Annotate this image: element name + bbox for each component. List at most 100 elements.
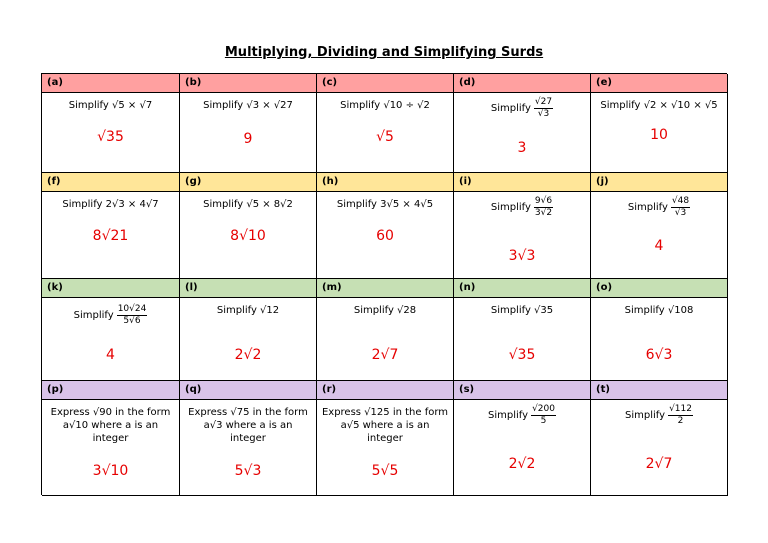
- question-text: Simplify √35: [490, 305, 554, 316]
- cell-label: (d): [454, 74, 591, 93]
- question-line: integer: [367, 433, 403, 444]
- fraction: √27 √3: [533, 97, 554, 120]
- question-text: Simplify √3 × √27: [203, 100, 293, 111]
- question-text: Simplify √108: [624, 305, 694, 316]
- question-cell: Simplify √5 × √7 √35: [42, 93, 180, 173]
- fraction: √48 √3: [670, 196, 691, 219]
- question-line: a√3 where a is an: [203, 420, 293, 431]
- answer-text: 8√21: [92, 228, 129, 244]
- cell-label: (r): [317, 381, 454, 400]
- question-prefix: Simplify: [627, 202, 668, 213]
- answer-text: 2√7: [645, 456, 673, 472]
- question-prefix: Simplify: [625, 410, 666, 421]
- cell-label: (j): [591, 173, 728, 192]
- question-prefix: Simplify: [73, 310, 114, 321]
- question-line: integer: [230, 433, 266, 444]
- answer-text: √35: [97, 129, 124, 145]
- answer-text: √5: [376, 129, 394, 145]
- question-text: Simplify √27 √3: [454, 97, 590, 120]
- question-cell: Simplify √200 5 2√2: [454, 400, 591, 496]
- answer-text: 4: [106, 347, 115, 363]
- question-cell: Simplify √2 × √10 × √5 10: [591, 93, 728, 173]
- question-text: Simplify 9√6 3√2: [454, 196, 590, 219]
- question-prefix: Simplify: [488, 410, 529, 421]
- question-cell: Simplify 9√6 3√2 3√3: [454, 192, 591, 279]
- question-text: Simplify √48 √3: [591, 196, 727, 219]
- question-text: Simplify √112 2: [591, 404, 727, 427]
- answer-text: 3√3: [508, 248, 536, 264]
- question-cell: Simplify √27 √3 3: [454, 93, 591, 173]
- question-text: Simplify √5 × √7: [68, 100, 153, 111]
- question-text: Simplify 10√24 5√6: [42, 304, 179, 327]
- answer-text: 3√10: [92, 463, 129, 479]
- answer-text: 4: [654, 238, 664, 254]
- question-cell: Express √125 in the form a√5 where a is a…: [317, 400, 454, 496]
- cell-label: (h): [317, 173, 454, 192]
- cell-label: (m): [317, 279, 454, 298]
- question-line: Express √125 in the form: [321, 407, 449, 418]
- fraction-numerator: 10√24: [116, 304, 148, 316]
- question-line: Express √75 in the form: [188, 407, 308, 418]
- question-text: Simplify √28: [353, 305, 417, 316]
- question-cell: Simplify √3 × √27 9: [180, 93, 317, 173]
- question-cell: Express √75 in the form a√3 where a is an…: [180, 400, 317, 496]
- question-text: Simplify √200 5: [454, 404, 590, 427]
- cell-label: (l): [180, 279, 317, 298]
- cell-label: (s): [454, 381, 591, 400]
- answer-text: 9: [243, 131, 253, 147]
- question-cell: Simplify √112 2 2√7: [591, 400, 728, 496]
- fraction-denominator: 3√2: [534, 208, 553, 218]
- fraction: √200 5: [531, 404, 556, 427]
- question-cell: Express √90 in the form a√10 where a is a…: [42, 400, 180, 496]
- question-line: Express √90 in the form: [50, 407, 171, 418]
- fraction-denominator: 2: [677, 416, 684, 426]
- question-text: Simplify √2 × √10 × √5: [600, 100, 718, 111]
- question-cell: Simplify √48 √3 4: [591, 192, 728, 279]
- fraction-denominator: √3: [537, 109, 550, 119]
- cell-label: (f): [42, 173, 180, 192]
- answer-text: 8√10: [230, 228, 266, 244]
- question-text: Simplify √5 × 8√2: [203, 199, 293, 210]
- answer-text: √35: [508, 347, 536, 363]
- fraction-numerator: 9√6: [533, 196, 554, 208]
- question-cell: Simplify √108 6√3: [591, 298, 728, 381]
- question-prefix: Simplify: [490, 103, 531, 114]
- fraction-numerator: √200: [531, 404, 556, 416]
- answer-text: 5√3: [234, 463, 262, 479]
- fraction: 9√6 3√2: [533, 196, 554, 219]
- cell-label: (o): [591, 279, 728, 298]
- fraction-denominator: √3: [674, 208, 687, 218]
- question-text: Express √75 in the form a√3 where a is an…: [180, 406, 316, 445]
- question-text: Express √90 in the form a√10 where a is a…: [42, 406, 179, 445]
- fraction-numerator: √48: [670, 196, 691, 208]
- question-cell: Simplify 3√5 × 4√5 60: [317, 192, 454, 279]
- cell-label: (p): [42, 381, 180, 400]
- cell-label: (i): [454, 173, 591, 192]
- question-cell: Simplify 10√24 5√6 4: [42, 298, 180, 381]
- question-line: integer: [92, 433, 129, 444]
- question-line: a√5 where a is an: [340, 420, 430, 431]
- answer-text: 60: [376, 228, 394, 244]
- cell-label: (b): [180, 74, 317, 93]
- fraction-denominator: 5: [540, 416, 547, 426]
- fraction-denominator: 5√6: [123, 316, 141, 326]
- cell-label: (e): [591, 74, 728, 93]
- answer-text: 2√7: [371, 347, 399, 363]
- cell-label: (t): [591, 381, 728, 400]
- answer-text: 2√2: [234, 347, 262, 363]
- question-line: a√10 where a is an: [62, 420, 159, 431]
- question-text: Simplify √10 ÷ √2: [340, 100, 430, 111]
- surds-grid: (a) Simplify √5 × √7 √35 (b) Simplify √3 × √…: [41, 73, 728, 496]
- question-cell: Simplify 2√3 × 4√7 8√21: [42, 192, 180, 279]
- question-prefix: Simplify: [490, 202, 531, 213]
- cell-label: (g): [180, 173, 317, 192]
- question-text: Simplify √12: [216, 305, 280, 316]
- fraction-numerator: √112: [668, 404, 693, 416]
- question-cell: Simplify √10 ÷ √2 √5: [317, 93, 454, 173]
- answer-text: 3: [517, 140, 527, 156]
- question-cell: Simplify √12 2√2: [180, 298, 317, 381]
- question-text: Simplify 2√3 × 4√7: [62, 199, 159, 210]
- answer-text: 10: [650, 127, 668, 143]
- cell-label: (c): [317, 74, 454, 93]
- fraction: 10√24 5√6: [116, 304, 148, 327]
